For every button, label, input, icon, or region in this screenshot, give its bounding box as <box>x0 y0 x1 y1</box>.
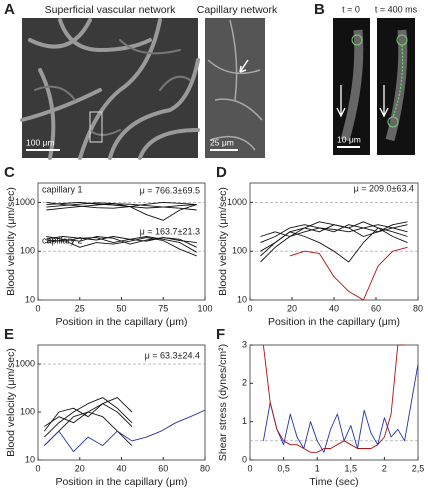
panel-label: A <box>4 1 15 18</box>
series-line <box>43 397 133 446</box>
plot-frame <box>249 344 419 461</box>
y-tick-label: 10 <box>25 454 35 464</box>
x-tick-label: 0 <box>35 463 40 473</box>
y-tick-label: 100 <box>20 406 35 416</box>
x-tick-label: 0 <box>247 463 252 473</box>
x-tick-label: 100 <box>197 303 212 313</box>
series-line <box>43 397 133 438</box>
series-line <box>260 224 408 263</box>
arrow <box>379 85 389 118</box>
panel-label: F <box>216 326 225 343</box>
series-line <box>289 246 408 301</box>
time-label: t = 0 <box>342 4 360 14</box>
plot-frame <box>37 344 206 461</box>
y-tick-label: 10 <box>237 294 247 304</box>
panel-label: B <box>314 1 325 18</box>
x-axis-label: Position in the capillary (μm) <box>55 476 187 488</box>
y-axis-label: Blood velocity (μm/sec) <box>5 348 17 457</box>
y-axis-label: Shear stress (dynes/cm²) <box>217 344 229 461</box>
x-tick-label: 1,5 <box>345 463 358 473</box>
y-tick-label: 100 <box>232 246 247 256</box>
y-tick-label: 2 <box>242 378 247 388</box>
y-axis-label: Blood velocity (μm/sec) <box>217 187 229 296</box>
x-axis-label: Position in the capillary (μm) <box>268 316 400 328</box>
y-tick-label: 1000 <box>227 197 247 207</box>
y-tick-label: 1000 <box>15 197 35 207</box>
x-tick-label: 20 <box>287 303 297 313</box>
x-tick-label: 2 <box>382 463 387 473</box>
roi-box <box>89 111 103 143</box>
x-tick-label: 0 <box>247 303 252 313</box>
y-tick-label: 3 <box>242 339 247 349</box>
y-tick-label: 100 <box>20 246 35 256</box>
annotation: μ = 163.7±21.3 <box>140 226 200 236</box>
panel-label: D <box>216 164 227 181</box>
x-tick-label: 60 <box>371 303 381 313</box>
x-axis-label: Position in the capillary (μm) <box>55 316 187 328</box>
annotation: capillary 2 <box>42 235 83 245</box>
x-tick-label: 1 <box>315 463 320 473</box>
image-title: Superficial vascular network <box>45 4 176 16</box>
series-line <box>46 201 197 209</box>
x-tick-label: 0 <box>35 303 40 313</box>
capillaries <box>207 19 263 151</box>
x-tick-label: 80 <box>413 303 423 313</box>
plot-frame <box>249 182 419 301</box>
scale-label: 10 μm <box>337 134 361 144</box>
x-tick-label: 60 <box>158 463 168 473</box>
x-tick-label: 25 <box>75 303 85 313</box>
series-line <box>262 344 405 453</box>
y-tick-label: 10 <box>25 294 35 304</box>
x-tick-label: 40 <box>116 463 126 473</box>
series-line <box>262 364 419 453</box>
cell-marker <box>387 116 399 128</box>
y-tick-label: 1000 <box>15 358 35 368</box>
vessels <box>20 18 200 160</box>
x-tick-label: 80 <box>200 463 210 473</box>
arrow <box>336 85 346 118</box>
series-line <box>260 227 408 263</box>
x-tick-label: 2,5 <box>412 463 425 473</box>
series-line <box>43 403 133 432</box>
x-tick-label: 50 <box>116 303 126 313</box>
series-line <box>260 224 408 244</box>
arrow <box>239 59 249 73</box>
scale-label: 25 μm <box>210 137 234 147</box>
series-line <box>46 236 197 244</box>
series-line <box>46 201 197 209</box>
annotation: μ = 209.0±63.4 <box>354 183 414 193</box>
annotation: capillary 1 <box>42 184 83 194</box>
panel-label: C <box>4 164 15 181</box>
cell-marker <box>351 34 363 46</box>
series-line <box>46 236 197 248</box>
series-line <box>46 237 197 257</box>
x-tick-label: 20 <box>75 463 85 473</box>
vessel-streak <box>340 29 364 142</box>
annotation: μ = 766.3±69.5 <box>140 185 200 195</box>
x-tick-label: 75 <box>158 303 168 313</box>
x-tick-label: 0,5 <box>277 463 290 473</box>
series-line <box>43 409 206 453</box>
y-tick-label: 0 <box>242 454 247 464</box>
annotation: μ = 63.3±24.4 <box>145 350 200 360</box>
y-tick-label: 1 <box>242 416 247 426</box>
x-axis-label: Time (sec) <box>309 476 358 488</box>
image-title: Capillary network <box>197 4 278 16</box>
panel-label: E <box>4 326 14 343</box>
series-line <box>46 203 197 211</box>
scale-label: 100 μm <box>26 137 55 147</box>
track <box>392 44 404 118</box>
y-axis-label: Blood velocity (μm/sec) <box>5 187 17 296</box>
x-tick-label: 40 <box>329 303 339 313</box>
time-label: t = 400 ms <box>375 4 418 14</box>
